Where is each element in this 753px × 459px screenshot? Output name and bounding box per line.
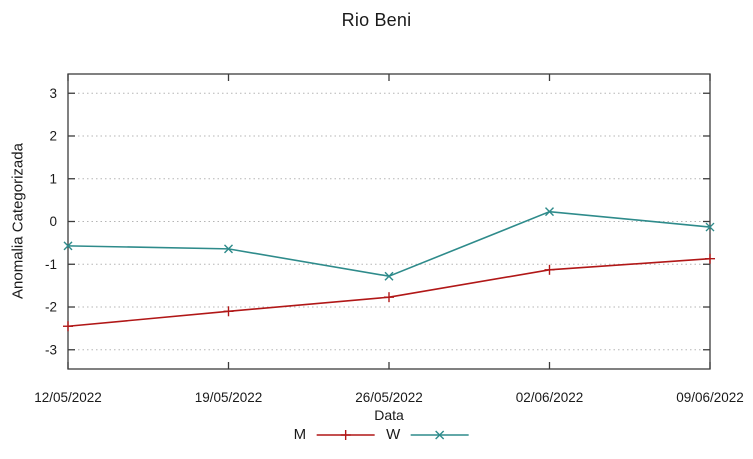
- y-tick-label: -1: [45, 257, 57, 272]
- cross-marker-icon: [434, 430, 444, 439]
- legend-item-M: M: [294, 426, 377, 443]
- x-tick-label: 02/06/2022: [516, 390, 584, 405]
- chart-title: Rio Beni: [341, 10, 412, 30]
- cross-marker-icon: [384, 271, 394, 281]
- cross-marker-icon: [705, 222, 715, 232]
- y-tick-label: -3: [45, 342, 57, 357]
- x-axis-label: Data: [374, 407, 404, 423]
- legend-label: M: [293, 426, 307, 443]
- legend-label: W: [386, 426, 401, 443]
- y-tick-label: 0: [49, 214, 57, 229]
- y-tick-label: -2: [45, 300, 57, 315]
- cross-marker-icon: [63, 241, 73, 251]
- x-tick-label: 12/05/2022: [34, 390, 102, 405]
- x-tick-label: 26/05/2022: [355, 390, 423, 405]
- plus-marker-icon: [384, 292, 394, 303]
- cross-marker-icon: [224, 244, 233, 254]
- plus-marker-icon: [63, 321, 73, 332]
- plus-marker-icon: [340, 429, 351, 440]
- y-tick-label: 2: [49, 129, 57, 144]
- x-tick-label: 09/06/2022: [676, 390, 744, 405]
- y-tick-label: 3: [49, 86, 57, 101]
- y-tick-label: 1: [49, 171, 57, 186]
- x-tick-label: 19/05/2022: [195, 390, 263, 405]
- plus-marker-icon: [223, 306, 234, 317]
- cross-marker-icon: [545, 207, 554, 217]
- plus-marker-icon: [705, 253, 715, 264]
- legend-line-sample: [410, 430, 469, 439]
- plus-marker-icon: [544, 264, 555, 275]
- legend-line-sample: [316, 429, 375, 440]
- legend-item-W: W: [386, 426, 470, 443]
